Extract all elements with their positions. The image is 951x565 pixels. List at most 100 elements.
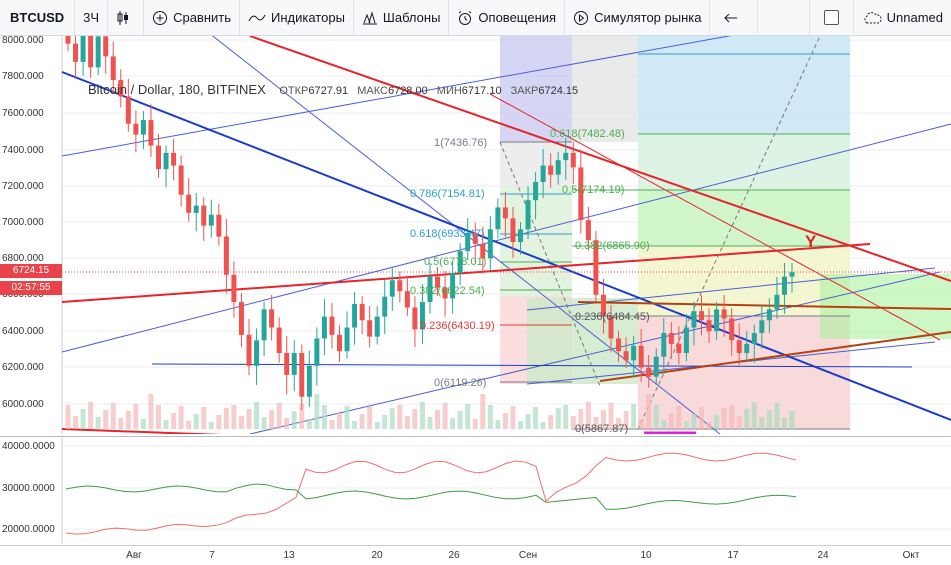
high-value: 6728.00 [387, 85, 428, 97]
volume-bar [374, 422, 380, 429]
candle-body [73, 43, 79, 62]
candle-body [103, 36, 109, 57]
multi-chart-toggle[interactable] [810, 0, 854, 36]
volume-bar [359, 414, 365, 429]
volume-bar [555, 408, 561, 429]
annotation-y[interactable]: Y [805, 232, 817, 251]
volume-bar [329, 420, 335, 429]
top-toolbar: BTCUSD 3Ч Сравнить Индикаторы Шаблоны Оп… [0, 0, 951, 36]
candle-body [359, 303, 365, 321]
volume-bar [631, 404, 637, 429]
candle-body [118, 80, 124, 97]
volume-bar [419, 402, 425, 429]
oscillator-chart[interactable]: 40000.0000 30000.0000 20000.0000 [0, 437, 951, 544]
price-axis-label: 6400.000 [2, 326, 44, 337]
candle-body [751, 333, 757, 344]
volume-bar [65, 405, 71, 429]
undo-button[interactable] [710, 0, 759, 36]
candle-body [676, 343, 682, 354]
volume-bar [638, 419, 644, 429]
candle-body [548, 165, 554, 175]
candle-body [472, 232, 478, 244]
oscillator-pane[interactable]: 40000.0000 30000.0000 20000.0000 [0, 436, 951, 544]
volume-bar [261, 417, 267, 429]
candle-body [646, 367, 652, 377]
checkbox[interactable] [823, 10, 839, 25]
candle-body [269, 309, 275, 328]
volume-bar [593, 417, 599, 429]
candle-body [699, 311, 704, 321]
volume-bar [314, 394, 320, 429]
candle-body [254, 340, 260, 366]
candle-body [65, 36, 71, 44]
candle-body [533, 181, 539, 201]
volume-bar [412, 409, 418, 429]
candle-body [781, 276, 787, 295]
volume-bar [699, 407, 704, 429]
candle-body [518, 229, 523, 243]
price-axis-label: 7000.000 [2, 217, 44, 228]
candle-body [125, 96, 131, 124]
candle-body [238, 302, 244, 335]
oscillator-green-line [65, 483, 797, 510]
volume-bar [510, 406, 516, 429]
spacer [758, 0, 810, 36]
candle-body [216, 214, 222, 237]
volume-bar [125, 411, 131, 429]
volume-bar [683, 421, 689, 429]
candle-body [208, 214, 214, 226]
volume-bar [570, 416, 576, 429]
volume-bar [397, 405, 403, 429]
volume-bar [646, 394, 652, 429]
replay-icon [574, 10, 589, 25]
volume-bar [676, 406, 682, 429]
volume-bar [306, 419, 312, 429]
price-chart[interactable]: 8000.000 7800.000 7600.000 7400.000 7200.000… [0, 36, 951, 434]
templates-button[interactable]: Шаблоны [354, 0, 450, 36]
candle-body [442, 287, 448, 299]
volume-bar [103, 410, 109, 429]
indicators-button[interactable]: Индикаторы [240, 0, 354, 36]
volume-bar [269, 410, 275, 429]
candle-body [563, 152, 569, 161]
fib-level-label: 0.382(6622.54) [410, 285, 485, 297]
volume-bar [382, 415, 388, 429]
volume-bar [148, 394, 154, 429]
candle-body [88, 36, 94, 68]
candle-body [714, 309, 720, 332]
candle-body [95, 36, 101, 68]
chart-style-button[interactable] [108, 0, 145, 36]
candle-body [578, 167, 584, 221]
main-chart-pane[interactable]: 8000.000 7800.000 7600.000 7400.000 7200.000… [0, 36, 951, 434]
alerts-button[interactable]: Оповещения [449, 0, 566, 36]
volume-bar [427, 417, 433, 429]
volume-bar [171, 413, 177, 429]
fib-level-label: 0.382(6865.90) [575, 240, 650, 252]
replay-button[interactable]: Симулятор рынка [565, 0, 711, 36]
interval-button[interactable]: 3Ч [75, 0, 109, 36]
symbol-search[interactable]: BTCUSD [0, 0, 76, 36]
volume-bar [216, 415, 222, 429]
volume-bar [736, 416, 742, 429]
volume-bar [653, 405, 659, 429]
compare-button[interactable]: Сравнить [144, 0, 241, 36]
candle-body [661, 333, 667, 357]
candle-body [337, 334, 342, 352]
candle-body [412, 307, 418, 330]
alerts-label: Оповещения [478, 10, 557, 25]
volume-bar [450, 418, 456, 429]
save-layout-button[interactable]: Unnamed [854, 0, 951, 36]
candle-body [80, 36, 86, 62]
candle-body [593, 240, 599, 295]
candle-body [668, 333, 674, 344]
candle-body [110, 56, 116, 81]
time-axis-label: 26 [448, 550, 460, 561]
candle-body [148, 120, 154, 146]
indicators-label: Индикаторы [271, 10, 345, 25]
candle-body [352, 303, 358, 328]
time-axis-label: Авг [126, 550, 142, 561]
price-axis-label: 7400.000 [2, 145, 44, 156]
time-axis[interactable]: Авг 7 13 20 26 Сен 10 17 24 Окт [0, 545, 951, 565]
candle-body [706, 320, 712, 332]
legend-title: Bitcoin / Dollar, 180, BITFINEX [88, 82, 266, 97]
